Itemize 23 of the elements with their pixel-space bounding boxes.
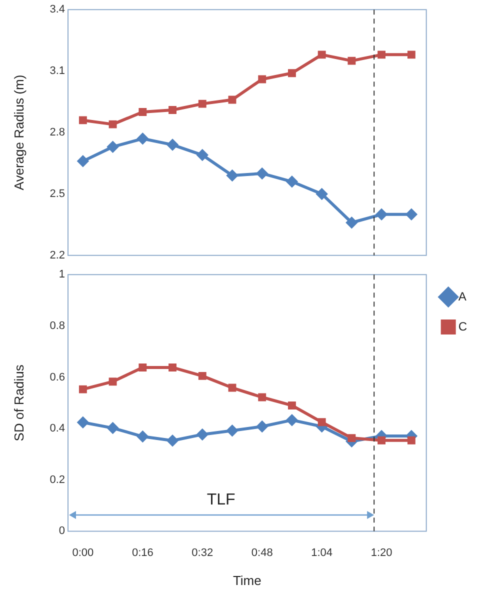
x-tick-label: 0:48 bbox=[251, 546, 273, 559]
legend-label: A bbox=[458, 289, 466, 304]
y-tick-label: 2.8 bbox=[50, 126, 65, 139]
x-tick-label: 0:16 bbox=[132, 546, 154, 559]
x-tick-label: 0:00 bbox=[72, 546, 94, 559]
y-tick-label: 1 bbox=[58, 268, 65, 281]
y-tick-label: 3.4 bbox=[50, 4, 65, 16]
y-tick-label: 0.4 bbox=[50, 422, 65, 435]
y-tick-label: 0.8 bbox=[50, 320, 65, 332]
y-tick-label: 2.2 bbox=[50, 249, 65, 262]
y-axis-title: SD of Radius bbox=[11, 364, 26, 442]
x-tick-label: 1:20 bbox=[370, 546, 392, 559]
y-axis-title: Average Radius (m) bbox=[11, 74, 26, 190]
x-tick-label: 0:32 bbox=[192, 546, 214, 559]
legend-label: C bbox=[458, 319, 468, 334]
y-tick-label: 3.1 bbox=[50, 65, 65, 78]
annotation: TLF bbox=[206, 492, 236, 509]
x-axis-title: Time bbox=[232, 572, 262, 588]
x-tick-label: 1:04 bbox=[311, 546, 333, 559]
y-tick-label: 0 bbox=[58, 525, 65, 538]
y-tick-label: 2.5 bbox=[50, 188, 65, 200]
y-tick-label: 0.2 bbox=[50, 474, 65, 486]
y-tick-label: 0.6 bbox=[50, 371, 65, 384]
